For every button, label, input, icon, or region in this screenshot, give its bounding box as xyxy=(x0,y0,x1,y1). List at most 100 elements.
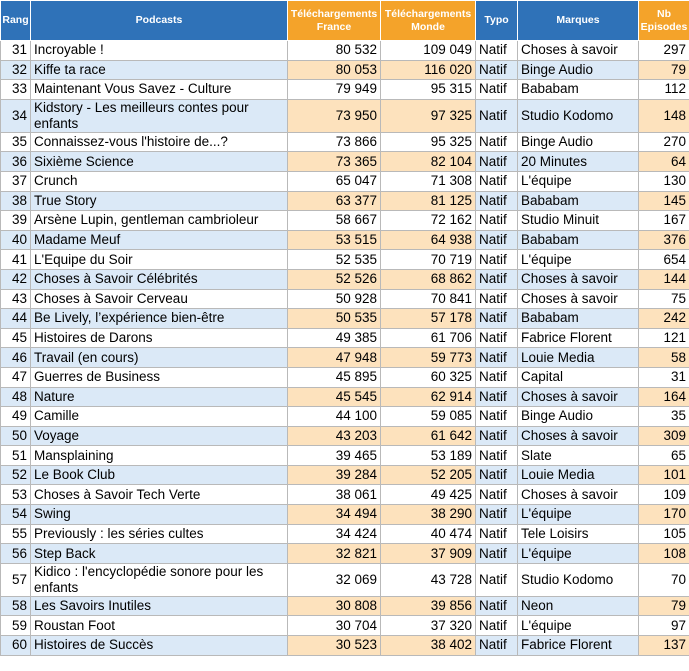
table-cell: 31 xyxy=(638,366,689,388)
table-cell: Natif xyxy=(475,562,518,597)
table-cell: Natif xyxy=(475,635,518,656)
table-cell: 59 xyxy=(0,615,31,637)
table-row: 57 Kidico : l'encyclopédie sonore pour le… xyxy=(0,562,689,597)
table-cell: 116 020 xyxy=(380,59,476,81)
table-cell: 55 xyxy=(0,523,31,545)
table-row: 45 Histoires de Darons 49 385 61 706 Natif Fa… xyxy=(0,327,689,349)
table-cell: 130 xyxy=(638,170,689,192)
table-row: 48 Nature 45 545 62 914 Natif Choses à savoir… xyxy=(0,386,689,408)
table-cell: 101 xyxy=(638,464,689,486)
table-cell: 81 125 xyxy=(380,190,476,212)
table-cell: Natif xyxy=(475,79,518,100)
table-cell: 49 xyxy=(0,406,31,427)
table-cell: Choses à Savoir Célébrités xyxy=(30,268,288,290)
table-cell: 31 xyxy=(0,40,31,61)
table-cell: 170 xyxy=(638,504,689,525)
table-cell: Choses à Savoir Cerveau xyxy=(30,288,288,310)
table-cell: 49 385 xyxy=(287,327,381,349)
table-cell: Binge Audio xyxy=(517,59,639,81)
table-cell: 70 841 xyxy=(380,288,476,310)
table-cell: 97 xyxy=(638,615,689,637)
table-cell: 80 053 xyxy=(287,59,381,81)
table-row: 52 Le Book Club 39 284 52 205 Natif Louie Med… xyxy=(0,464,689,486)
table-cell: Natif xyxy=(475,98,518,133)
table-row: 53 Choses à Savoir Tech Verte 38 061 49 425… xyxy=(0,484,689,506)
table-cell: Kidstory - Les meilleurs contes pour enf… xyxy=(30,98,288,133)
table-cell: 65 047 xyxy=(287,170,381,192)
table-cell: Choses à savoir xyxy=(517,288,639,310)
table-cell: 297 xyxy=(638,40,689,61)
table-cell: Le Book Club xyxy=(30,464,288,486)
column-header: Téléchargements Monde xyxy=(380,0,476,41)
table-cell: 49 425 xyxy=(380,484,476,506)
table-cell: Choses à Savoir Tech Verte xyxy=(30,484,288,506)
table-row: 41 L'Equipe du Soir 52 535 70 719 Natif L'équ… xyxy=(0,249,689,270)
table-cell: 43 xyxy=(0,288,31,310)
table-cell: Voyage xyxy=(30,425,288,447)
table-cell: Natif xyxy=(475,210,518,231)
table-cell: Natif xyxy=(475,249,518,270)
table-cell: L'équipe xyxy=(517,170,639,192)
table-cell: Crunch xyxy=(30,170,288,192)
table-cell: 73 950 xyxy=(287,98,381,133)
table-row: 56 Step Back 32 821 37 909 Natif L'équipe 108 xyxy=(0,543,689,564)
table-cell: Choses à savoir xyxy=(517,40,639,61)
table-cell: 38 402 xyxy=(380,635,476,656)
table-cell: 50 535 xyxy=(287,308,381,329)
table-row: 54 Swing 34 494 38 290 Natif L'équipe 170 xyxy=(0,504,689,525)
table-cell: Bababam xyxy=(517,79,639,100)
table-cell: Neon xyxy=(517,595,639,617)
table-cell: 57 178 xyxy=(380,308,476,329)
table-cell: Natif xyxy=(475,151,518,172)
table-cell: Fabrice Florent xyxy=(517,635,639,656)
table-cell: L'Equipe du Soir xyxy=(30,249,288,270)
table-cell: 45 895 xyxy=(287,366,381,388)
table-cell: 35 xyxy=(0,131,31,153)
table-cell: 38 061 xyxy=(287,484,381,506)
table-cell: 50 xyxy=(0,425,31,447)
table-cell: 73 365 xyxy=(287,151,381,172)
table-cell: Nature xyxy=(30,386,288,408)
table-cell: Incroyable ! xyxy=(30,40,288,61)
table-cell: 109 xyxy=(638,484,689,506)
table-row: 35 Connaissez-vous l'histoire de...? 73 86… xyxy=(0,131,689,153)
table-row: 31 Incroyable ! 80 532 109 049 Natif Choses à… xyxy=(0,40,689,61)
column-header: Podcasts xyxy=(30,0,288,41)
table-cell: L'équipe xyxy=(517,249,639,270)
table-cell: 61 706 xyxy=(380,327,476,349)
table-row: 47 Guerres de Business 45 895 60 325 Natif Ca… xyxy=(0,366,689,388)
table-cell: 52 526 xyxy=(287,268,381,290)
table-row: 40 Madame Meuf 53 515 64 938 Natif Bababam 376 xyxy=(0,229,689,251)
table-cell: 34 494 xyxy=(287,504,381,525)
table-cell: 164 xyxy=(638,386,689,408)
table-cell: Histoires de Succès xyxy=(30,635,288,656)
table-cell: 41 xyxy=(0,249,31,270)
table-cell: Natif xyxy=(475,504,518,525)
table-row: 50 Voyage 43 203 61 642 Natif Choses à savoir… xyxy=(0,425,689,447)
table-cell: Louie Media xyxy=(517,347,639,368)
table-cell: 52 535 xyxy=(287,249,381,270)
table-row: 39 Arsène Lupin, gentleman cambrioleur 58 … xyxy=(0,210,689,231)
table-cell: 52 xyxy=(0,464,31,486)
table-cell: Natif xyxy=(475,170,518,192)
table-cell: Sixième Science xyxy=(30,151,288,172)
table-cell: 95 315 xyxy=(380,79,476,100)
table-cell: 44 xyxy=(0,308,31,329)
table-row: 60 Histoires de Succès 30 523 38 402 Natif Fa… xyxy=(0,635,689,656)
table-cell: 63 377 xyxy=(287,190,381,212)
table-cell: L'équipe xyxy=(517,504,639,525)
table-body: 31 Incroyable ! 80 532 109 049 Natif Choses à… xyxy=(0,40,689,656)
table-row: 46 Travail (en cours) 47 948 59 773 Natif Lou… xyxy=(0,347,689,368)
table-cell: 58 xyxy=(0,595,31,617)
table-cell: Natif xyxy=(475,445,518,466)
table-cell: 37 320 xyxy=(380,615,476,637)
table-cell: Natif xyxy=(475,484,518,506)
table-cell: 109 049 xyxy=(380,40,476,61)
table-cell: Les Savoirs Inutiles xyxy=(30,595,288,617)
table-cell: 52 205 xyxy=(380,464,476,486)
table-cell: Natif xyxy=(475,327,518,349)
table-cell: 43 728 xyxy=(380,562,476,597)
table-cell: 654 xyxy=(638,249,689,270)
table-cell: Binge Audio xyxy=(517,406,639,427)
table-cell: 39 465 xyxy=(287,445,381,466)
